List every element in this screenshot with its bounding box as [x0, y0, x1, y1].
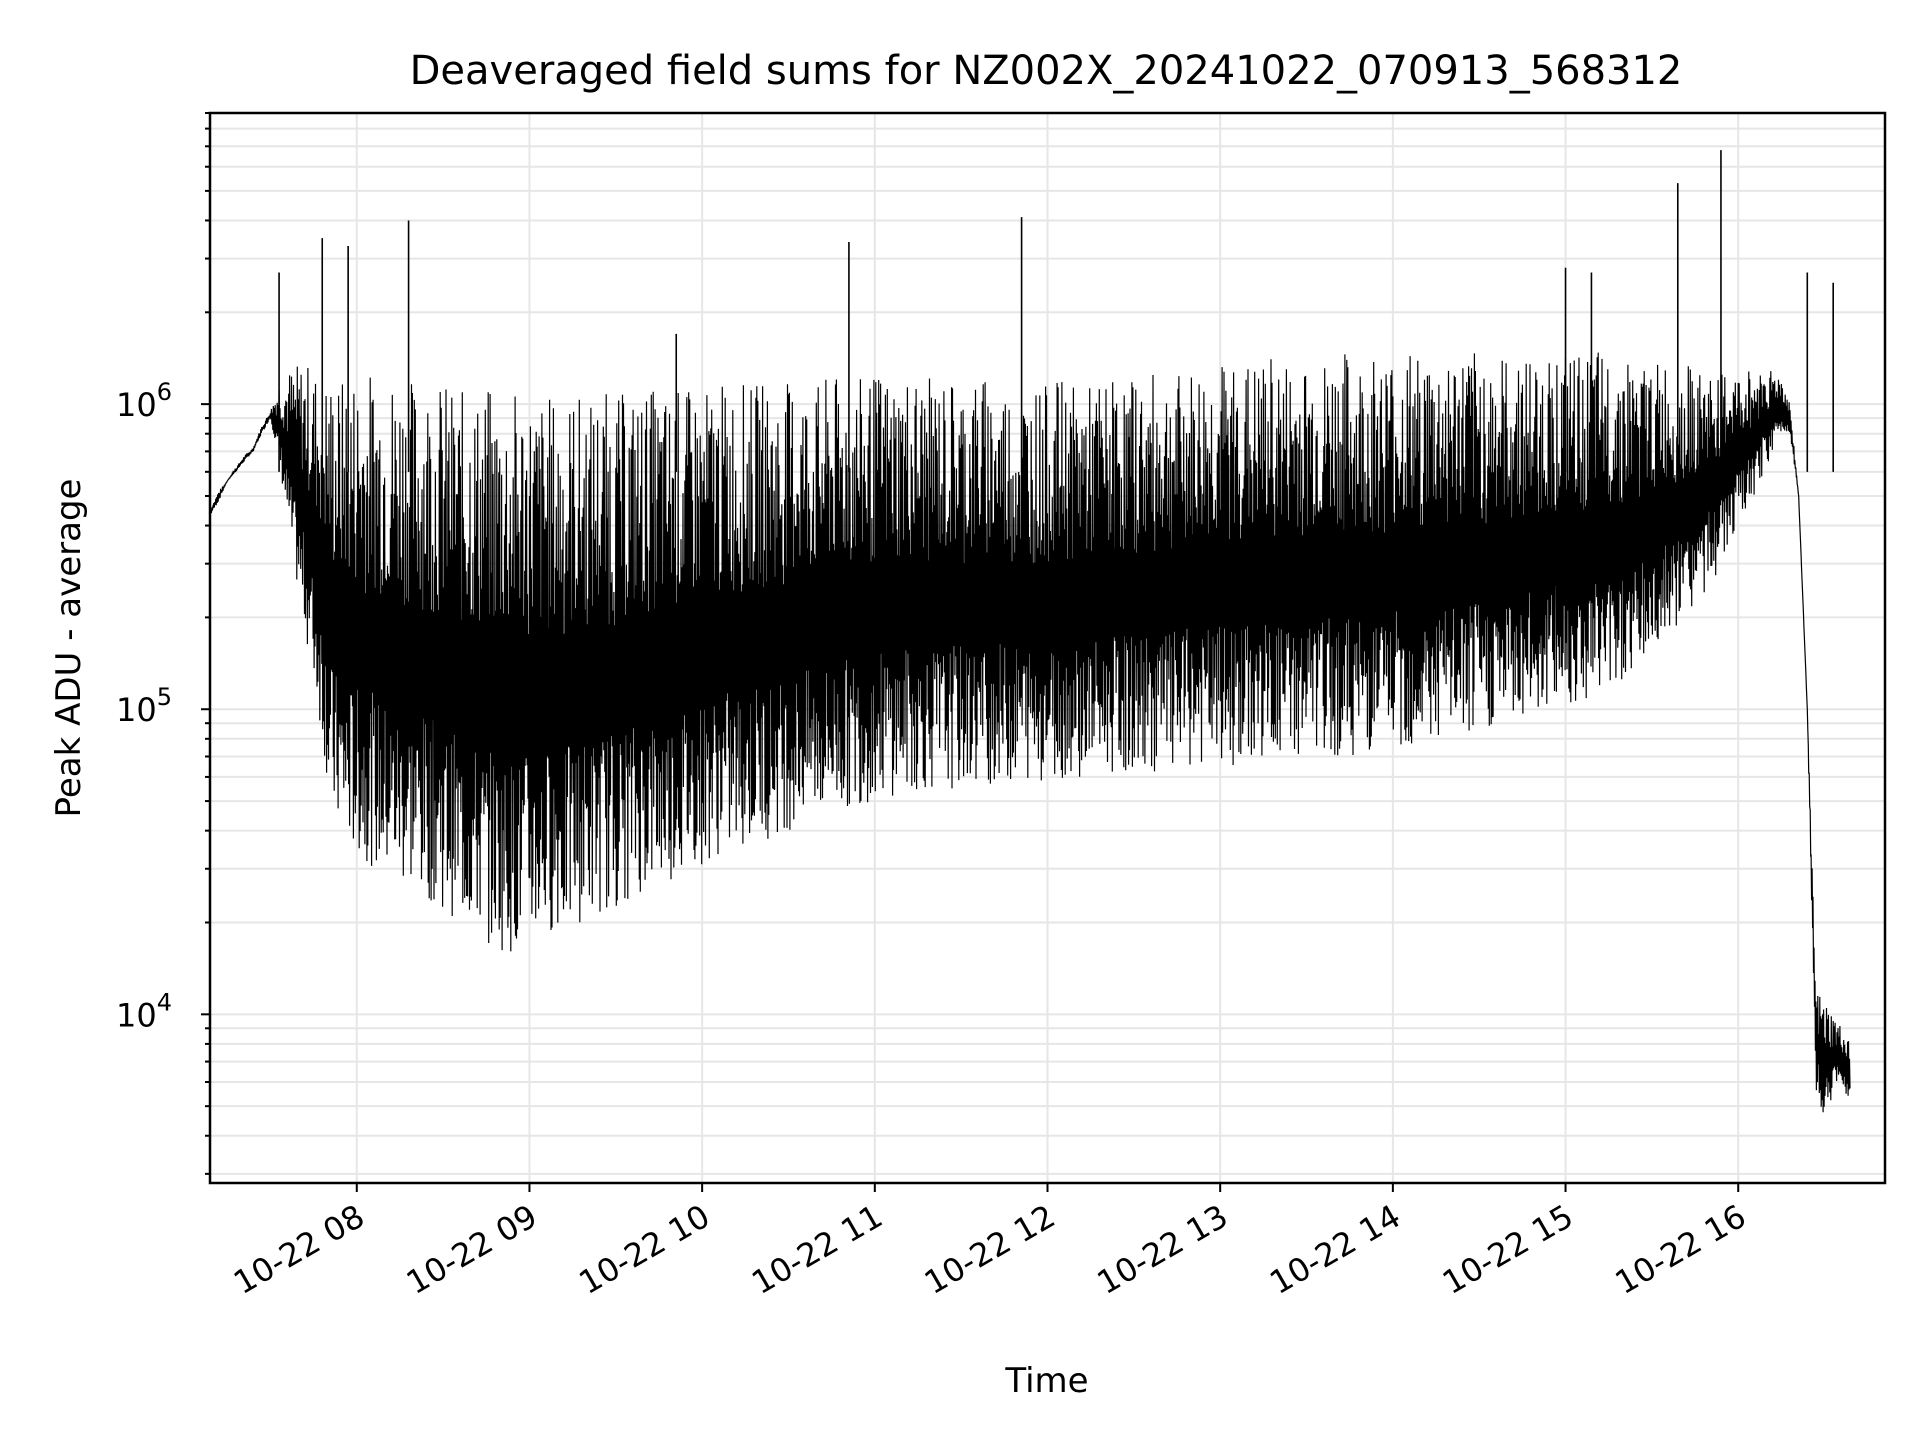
y-tick-label: 105 [116, 683, 172, 729]
y-tick-exponent: 6 [157, 378, 172, 406]
y-tick-label: 104 [116, 988, 172, 1034]
plot-area [210, 150, 1851, 1113]
series-line [210, 352, 1851, 1113]
x-axis-label: Time [1004, 1361, 1088, 1401]
y-axis-label: Peak ADU - average [49, 479, 89, 818]
y-tick-exponent: 4 [157, 988, 172, 1016]
y-tick-base: 10 [116, 691, 157, 729]
y-tick-base: 10 [116, 996, 157, 1034]
y-tick-exponent: 5 [157, 683, 172, 711]
chart-title: Deaveraged field sums for NZ002X_2024102… [410, 48, 1683, 94]
y-tick-base: 10 [116, 386, 157, 424]
y-tick-label: 106 [116, 378, 172, 424]
